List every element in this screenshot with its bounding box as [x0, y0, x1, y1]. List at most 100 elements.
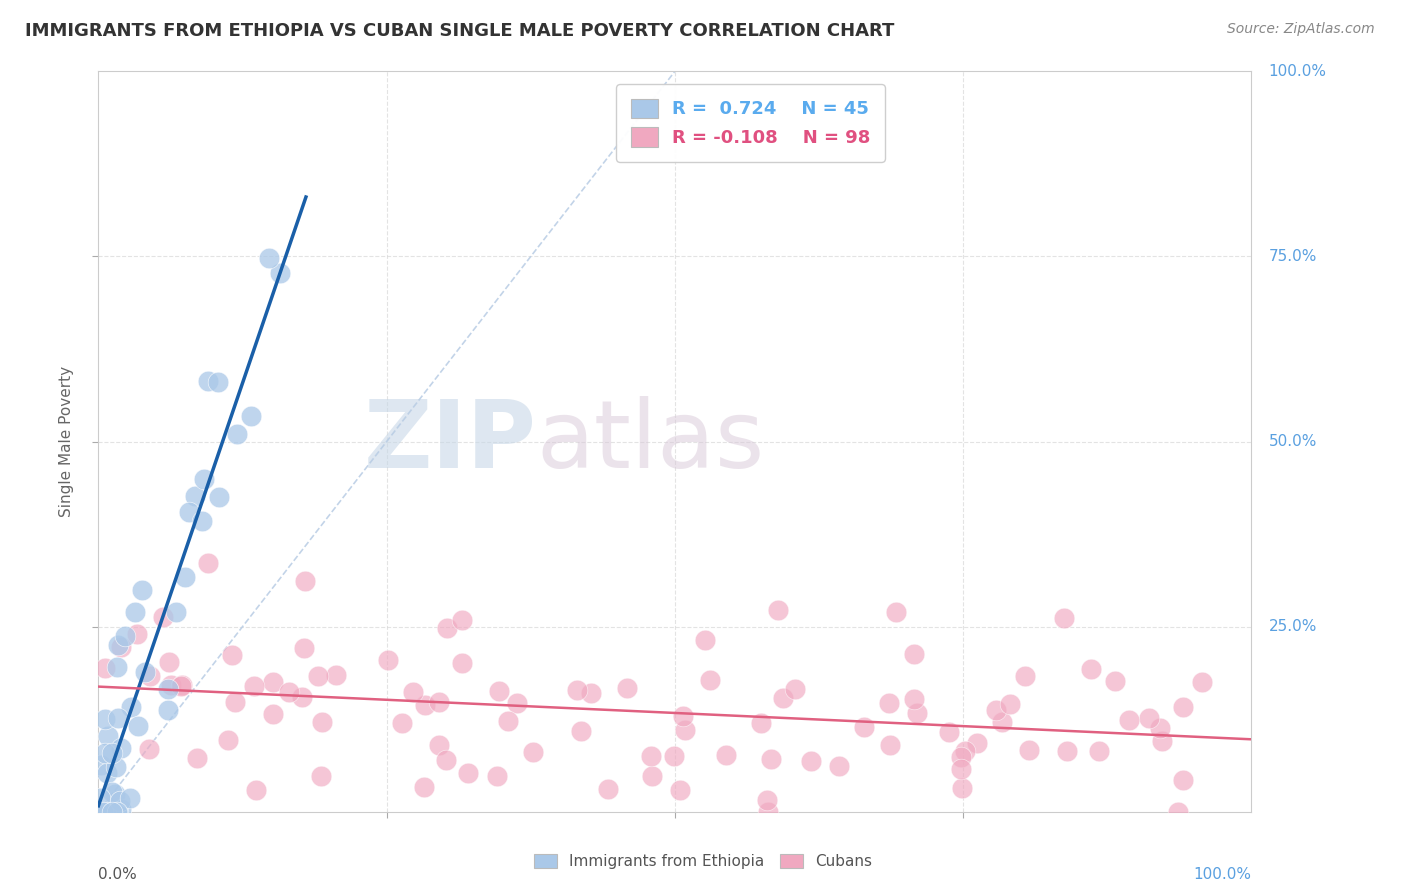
Text: Source: ZipAtlas.com: Source: ZipAtlas.com	[1227, 22, 1375, 37]
Point	[90, 805, 112, 819]
Point	[94, 746, 117, 760]
Point	[955, 744, 977, 758]
Point	[107, 638, 129, 652]
Point	[170, 679, 193, 693]
Point	[278, 685, 301, 699]
Point	[641, 769, 664, 783]
Point	[903, 691, 925, 706]
Point	[938, 725, 960, 739]
Point	[193, 472, 215, 486]
Point	[311, 714, 333, 729]
Point	[579, 686, 602, 700]
Point	[93, 661, 115, 675]
Point	[852, 720, 875, 734]
Point	[97, 729, 120, 743]
Y-axis label: Single Male Poverty: Single Male Poverty	[59, 366, 75, 517]
Point	[294, 574, 316, 588]
Point	[309, 769, 332, 783]
Point	[208, 490, 231, 504]
Point	[1056, 744, 1078, 758]
Point	[488, 684, 510, 698]
Text: IMMIGRANTS FROM ETHIOPIA VS CUBAN SINGLE MALE POVERTY CORRELATION CHART: IMMIGRANTS FROM ETHIOPIA VS CUBAN SINGLE…	[25, 22, 894, 40]
Point	[427, 738, 450, 752]
Point	[217, 733, 239, 747]
Point	[110, 802, 132, 816]
Point	[903, 647, 925, 661]
Point	[785, 681, 807, 696]
Point	[1149, 722, 1171, 736]
Point	[436, 621, 458, 635]
Point	[89, 790, 111, 805]
Point	[950, 780, 973, 795]
Point	[184, 489, 207, 503]
Point	[108, 794, 131, 808]
Point	[413, 698, 436, 712]
Point	[159, 656, 181, 670]
Point	[673, 723, 696, 738]
Point	[949, 750, 972, 764]
Point	[190, 514, 212, 528]
Point	[1137, 711, 1160, 725]
Point	[90, 758, 112, 772]
Point	[1118, 713, 1140, 727]
Point	[177, 505, 200, 519]
Point	[427, 695, 450, 709]
Point	[828, 759, 851, 773]
Point	[226, 426, 249, 441]
Point	[1053, 611, 1076, 625]
Point	[714, 747, 737, 762]
Point	[91, 805, 114, 819]
Point	[105, 805, 128, 819]
Point	[239, 409, 262, 423]
Point	[800, 754, 823, 768]
Point	[879, 738, 901, 752]
Point	[105, 660, 128, 674]
Point	[669, 782, 692, 797]
Point	[110, 741, 132, 756]
Point	[124, 605, 146, 619]
Point	[598, 781, 620, 796]
Point	[291, 690, 314, 704]
Point	[756, 793, 779, 807]
Point	[672, 709, 695, 723]
Point	[506, 696, 529, 710]
Text: 100.0%: 100.0%	[1268, 64, 1327, 78]
Legend: Immigrants from Ethiopia, Cubans: Immigrants from Ethiopia, Cubans	[529, 848, 877, 875]
Point	[243, 680, 266, 694]
Point	[207, 376, 229, 390]
Point	[457, 765, 479, 780]
Point	[131, 583, 153, 598]
Point	[96, 766, 118, 780]
Point	[165, 605, 187, 619]
Point	[1018, 743, 1040, 757]
Point	[107, 711, 129, 725]
Point	[434, 753, 457, 767]
Point	[170, 678, 193, 692]
Point	[486, 768, 509, 782]
Point	[120, 791, 142, 805]
Point	[565, 683, 588, 698]
Point	[156, 681, 179, 696]
Point	[571, 724, 593, 739]
Point	[245, 783, 267, 797]
Point	[186, 751, 208, 765]
Point	[257, 251, 280, 265]
Point	[1171, 772, 1194, 787]
Point	[224, 695, 246, 709]
Point	[94, 712, 117, 726]
Point	[94, 805, 117, 819]
Point	[695, 632, 717, 647]
Point	[134, 665, 156, 679]
Point	[401, 685, 423, 699]
Point	[377, 653, 399, 667]
Point	[292, 641, 315, 656]
Point	[160, 677, 183, 691]
Point	[759, 752, 782, 766]
Point	[884, 605, 907, 619]
Point	[966, 736, 988, 750]
Point	[156, 703, 179, 717]
Text: 50.0%: 50.0%	[1268, 434, 1317, 449]
Point	[1014, 668, 1036, 682]
Point	[1191, 674, 1213, 689]
Point	[101, 805, 124, 819]
